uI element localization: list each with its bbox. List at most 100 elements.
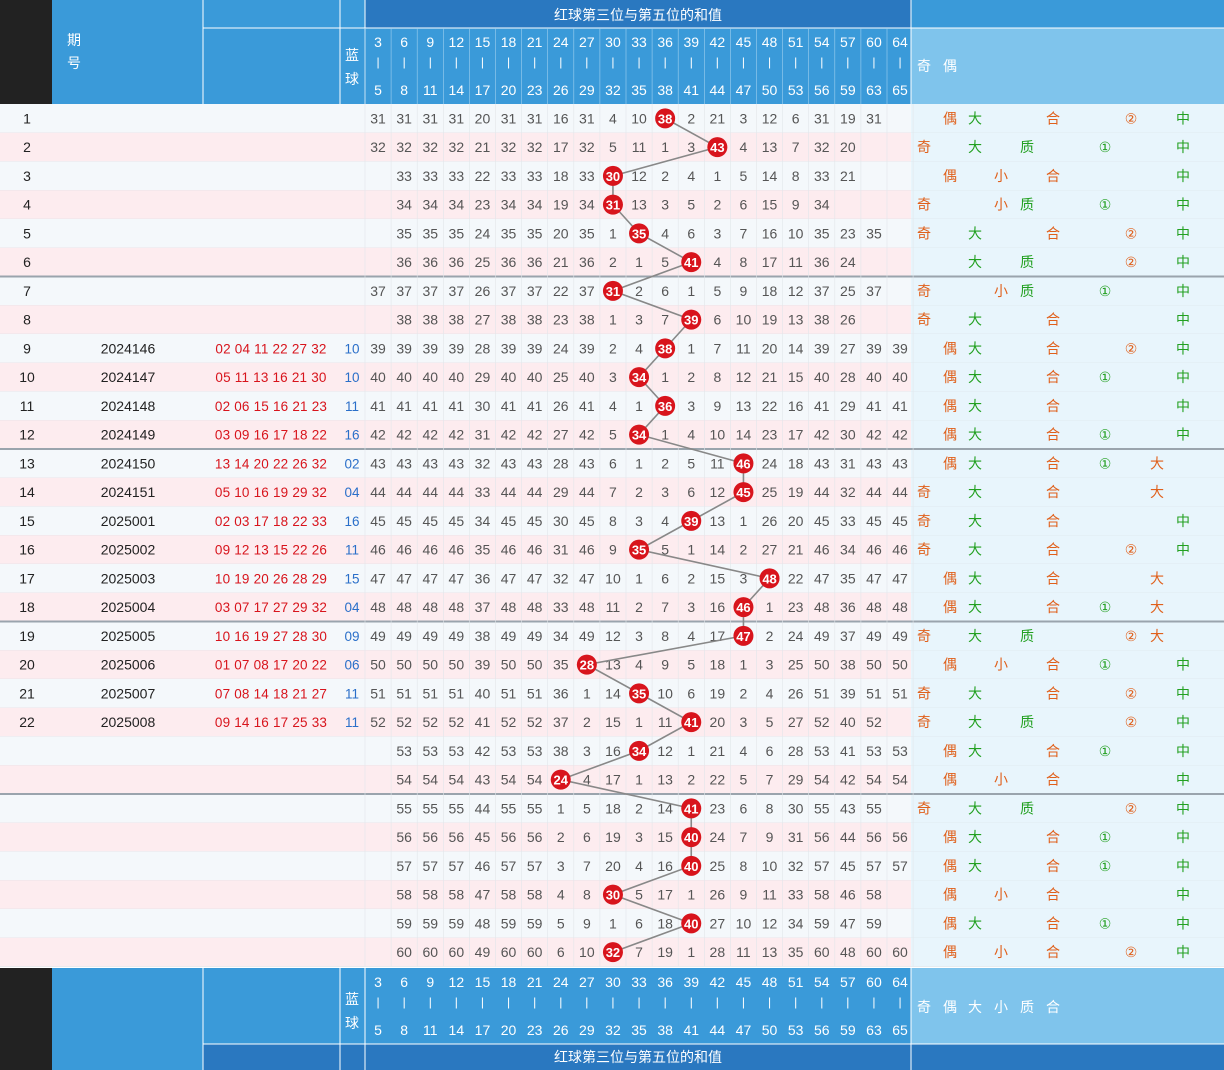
missing-count: 9 (766, 829, 774, 845)
missing-count: 52 (370, 714, 386, 730)
missing-count: 41 (814, 398, 830, 414)
missing-count: 4 (635, 657, 643, 673)
attr-value: 合 (1046, 685, 1060, 701)
missing-count: 44 (527, 484, 543, 500)
sum-range-bar: | (872, 55, 875, 69)
sum-range-end: 32 (605, 1022, 621, 1038)
sum-range-bar: | (794, 995, 797, 1009)
missing-count: 25 (475, 254, 491, 270)
attr-value: ① (1099, 599, 1112, 615)
missing-count: 22 (553, 283, 569, 299)
red-balls: 05 10 16 19 29 32 (215, 485, 327, 500)
missing-count: 19 (788, 484, 804, 500)
missing-count: 1 (635, 455, 643, 471)
row-number: 1 (23, 110, 31, 126)
missing-count: 10 (762, 858, 778, 874)
sum-ball (707, 137, 728, 158)
missing-count: 13 (631, 197, 647, 213)
missing-count: 2 (687, 570, 695, 586)
sum-ball (681, 855, 702, 876)
sum-ball-label: 43 (710, 140, 724, 155)
issue-number: 2025007 (101, 685, 156, 701)
missing-count: 35 (501, 225, 517, 241)
missing-count: 50 (892, 657, 908, 673)
sum-ball-label: 30 (606, 888, 620, 903)
issue-number: 2024148 (101, 398, 156, 414)
sum-ball (602, 942, 623, 963)
missing-count: 21 (553, 254, 569, 270)
missing-count: 18 (657, 915, 673, 931)
missing-count: 35 (840, 570, 856, 586)
missing-count: 27 (553, 427, 569, 443)
issue-number: 2025008 (101, 714, 156, 730)
sum-range-bar: | (559, 995, 562, 1009)
row-number: 18 (19, 599, 35, 615)
missing-count: 4 (609, 110, 617, 126)
missing-count: 1 (635, 254, 643, 270)
missing-count: 48 (527, 599, 543, 615)
missing-count: 13 (788, 312, 804, 328)
issue-number: 2025001 (101, 513, 156, 529)
missing-count: 51 (501, 685, 517, 701)
missing-count: 52 (396, 714, 412, 730)
missing-count: 13 (762, 139, 778, 155)
missing-count: 22 (788, 570, 804, 586)
attr-value: 奇 (917, 800, 931, 816)
missing-count: 40 (814, 369, 830, 385)
missing-count: 41 (449, 398, 465, 414)
attr-value: ① (1099, 858, 1112, 874)
missing-count: 1 (609, 225, 617, 241)
missing-count: 37 (814, 283, 830, 299)
missing-count: 9 (583, 915, 591, 931)
sum-ball (681, 798, 702, 819)
missing-count: 33 (579, 168, 595, 184)
missing-count: 29 (788, 772, 804, 788)
attr-row-bg (911, 909, 1224, 938)
missing-count: 44 (422, 484, 438, 500)
sum-ball-label: 30 (606, 169, 620, 184)
attr-value: 奇 (917, 139, 931, 155)
attr-row-bg (911, 880, 1224, 909)
attr-value: 中 (1176, 254, 1190, 270)
missing-count: 12 (762, 110, 778, 126)
missing-count: 55 (449, 800, 465, 816)
row-number: 20 (19, 657, 35, 673)
missing-count: 24 (762, 455, 778, 471)
attr-row-bg (911, 219, 1224, 248)
missing-count: 16 (657, 858, 673, 874)
table-row (0, 564, 911, 593)
missing-count: 53 (422, 743, 438, 759)
sum-ball-label: 36 (658, 399, 672, 414)
missing-count: 41 (475, 714, 491, 730)
sum-ball-label: 40 (684, 830, 698, 845)
missing-count: 1 (635, 398, 643, 414)
sum-ball (681, 827, 702, 848)
table-row (0, 420, 911, 449)
missing-count: 32 (475, 455, 491, 471)
attr-value: 质 (1020, 197, 1034, 213)
missing-count: 41 (579, 398, 595, 414)
attr-value: 奇 (917, 283, 931, 299)
missing-count: 5 (713, 283, 721, 299)
missing-count: 51 (370, 685, 386, 701)
left-dark-strip-top (0, 0, 52, 104)
missing-count: 50 (422, 657, 438, 673)
missing-count: 11 (788, 254, 803, 270)
missing-count: 1 (766, 599, 774, 615)
sum-ball (733, 453, 754, 474)
missing-count: 39 (370, 340, 386, 356)
attr-value: 偶 (943, 599, 957, 615)
sum-ball (655, 338, 676, 359)
missing-count: 23 (710, 800, 726, 816)
missing-count: 37 (553, 714, 569, 730)
missing-count: 32 (840, 484, 856, 500)
missing-count: 2 (687, 369, 695, 385)
blue-ball: 15 (344, 571, 359, 586)
missing-count: 29 (840, 398, 856, 414)
table-row (0, 391, 911, 421)
missing-count: 22 (710, 772, 726, 788)
attr-row-bg (911, 679, 1224, 708)
attr-value: ② (1125, 254, 1138, 270)
attr-value: 中 (1176, 312, 1190, 328)
missing-count: 29 (475, 369, 491, 385)
